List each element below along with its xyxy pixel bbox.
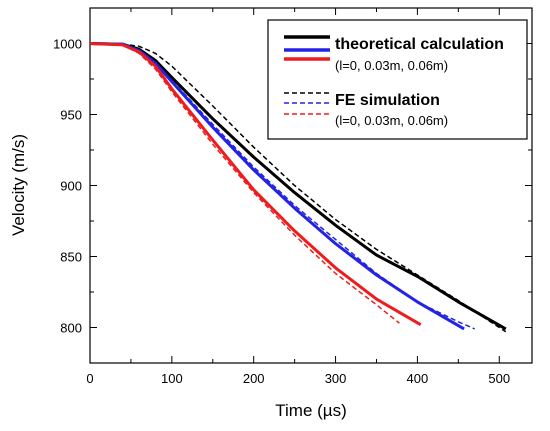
legend-box [267,19,528,140]
series-line-2 [89,42,422,326]
axis-ticks: 0 100 200 300 400 500 800 850 900 950 1000 [53,8,532,386]
series-layer [89,42,507,333]
x-axis-title: Time (µs) [275,401,347,420]
legend-group-subtitle-theoretical: (l=0, 0.03m, 0.06m) [335,58,448,73]
y-tick-label: 950 [60,108,82,123]
legend-group-title-fe: FE simulation [335,92,440,109]
legend-group-title-theoretical: theoretical calculation [335,36,504,53]
x-tick-label: 300 [325,371,347,386]
y-tick-label: 850 [60,250,82,265]
x-tick-label: 0 [86,371,93,386]
legend-group-subtitle-fe: (l=0, 0.03m, 0.06m) [335,113,448,128]
series-line-5 [89,42,400,324]
y-tick-label: 1000 [53,37,82,52]
y-tick-label: 800 [60,321,82,336]
legend: theoretical calculation (l=0, 0.03m, 0.0… [267,19,528,140]
x-tick-label: 500 [488,371,510,386]
x-tick-label: 400 [407,371,429,386]
y-axis-title: Velocity (m/s) [9,134,28,236]
y-tick-label: 900 [60,179,82,194]
x-tick-label: 100 [161,371,183,386]
x-tick-label: 200 [243,371,265,386]
